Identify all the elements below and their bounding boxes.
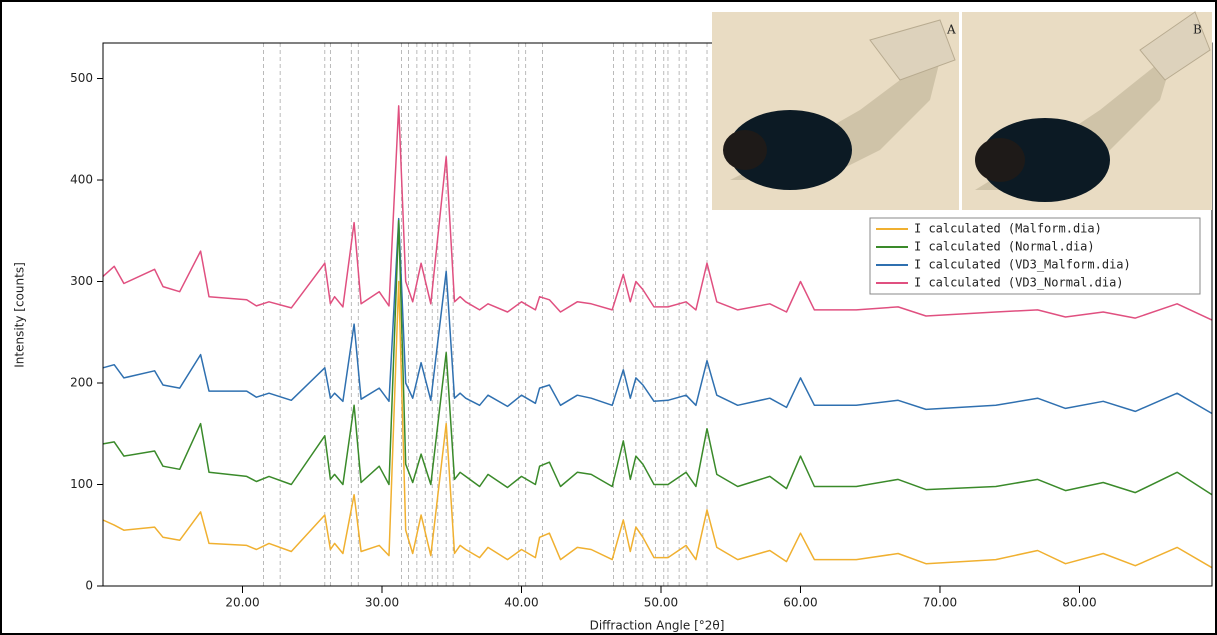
fish-tail bbox=[869, 19, 956, 81]
x-tick-label: 70.00 bbox=[923, 596, 957, 610]
y-tick-label: 300 bbox=[70, 274, 93, 288]
series-line bbox=[102, 219, 1213, 496]
photo-label: A bbox=[946, 23, 956, 37]
fish-body bbox=[730, 60, 940, 180]
fish-tail bbox=[1139, 11, 1211, 81]
x-axis-label: Diffraction Angle [°2θ] bbox=[590, 619, 725, 633]
inset-photo: A B bbox=[712, 11, 1212, 210]
x-tick-label: 20.00 bbox=[225, 596, 259, 610]
y-tick-label: 200 bbox=[70, 376, 93, 390]
y-tick-label: 500 bbox=[70, 71, 93, 85]
y-axis-label: Intensity [counts] bbox=[13, 262, 27, 368]
legend-label: I calculated (Malform.dia) bbox=[914, 222, 1102, 236]
plot-area bbox=[102, 43, 1213, 586]
photo-label: B bbox=[1193, 23, 1202, 37]
legend-label: I calculated (VD3_Normal.dia) bbox=[914, 276, 1124, 290]
series-line bbox=[102, 105, 1213, 321]
fish-belly bbox=[980, 118, 1110, 202]
fish-eye bbox=[723, 130, 767, 170]
photo-divider bbox=[959, 12, 962, 210]
series-line bbox=[102, 280, 1213, 569]
x-tick-label: 60.00 bbox=[783, 596, 817, 610]
x-tick-label: 30.00 bbox=[365, 596, 399, 610]
plot-frame bbox=[102, 42, 1213, 587]
y-tick-label: 100 bbox=[70, 477, 93, 491]
legend-label: I calculated (Normal.dia) bbox=[914, 240, 1095, 254]
y-tick-label: 400 bbox=[70, 173, 93, 187]
fish-eye bbox=[975, 138, 1025, 182]
legend-box bbox=[869, 217, 1201, 295]
x-tick-label: 50.00 bbox=[644, 596, 678, 610]
series-line bbox=[102, 217, 1213, 415]
x-tick-label: 40.00 bbox=[504, 596, 538, 610]
fish-belly bbox=[728, 110, 852, 190]
y-tick-label: 0 bbox=[85, 579, 93, 593]
legend-label: I calculated (VD3_Malform.dia) bbox=[914, 258, 1131, 272]
x-tick-label: 80.00 bbox=[1062, 596, 1096, 610]
